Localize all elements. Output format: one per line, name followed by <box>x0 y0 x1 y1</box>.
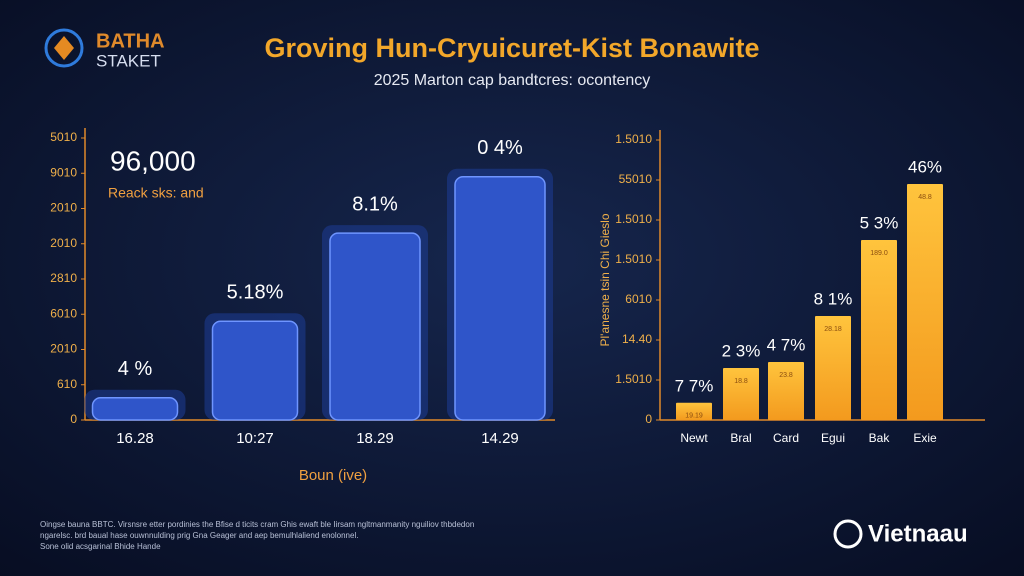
y-tick-label: 6010 <box>50 306 77 320</box>
bar <box>768 362 804 420</box>
y-tick-label: 1.5010 <box>615 132 652 146</box>
value-label: 8 1% <box>814 289 853 308</box>
x-tick-label: Egui <box>821 431 845 445</box>
inner-label: 189.0 <box>870 250 888 257</box>
y-tick-label: 0 <box>70 412 77 426</box>
y-tick-label: 6010 <box>625 292 652 306</box>
y-tick-label: 5010 <box>50 130 77 144</box>
subtitle: 2025 Marton cap bandtcres: ocontency <box>374 72 651 89</box>
value-label: 8.1% <box>352 193 398 215</box>
bar <box>329 232 421 421</box>
value-label: 7 7% <box>675 376 714 395</box>
value-label: 5.18% <box>227 282 284 304</box>
y-tick-label: 0 <box>645 412 652 426</box>
value-label: 46% <box>908 157 942 176</box>
inner-label: 23.8 <box>779 372 793 379</box>
x-tick-label: Card <box>773 431 799 445</box>
value-label: 4 % <box>118 358 153 380</box>
logo-text: BATHA <box>96 30 165 52</box>
y-tick-label: 14.40 <box>622 332 652 346</box>
footnote: Oingse bauna BBTC. Virsnsre etter pordin… <box>40 520 474 529</box>
bar <box>91 397 179 421</box>
x-tick-label: Bral <box>730 431 751 445</box>
inner-label: 28.18 <box>824 326 842 333</box>
value-label: 0 4% <box>477 137 523 159</box>
bar <box>815 316 851 420</box>
inner-label: 18.8 <box>734 378 748 385</box>
footnote: ngarelsc. brd baual hase ouwnnulding pri… <box>40 531 358 540</box>
bar <box>211 320 299 421</box>
x-tick-label: 16.28 <box>116 430 154 447</box>
x-axis-label: Boun (ive) <box>299 467 367 484</box>
value-label: 5 3% <box>860 213 899 232</box>
value-label: 2 3% <box>722 341 761 360</box>
x-tick-label: 10:27 <box>236 430 274 447</box>
logo-mark <box>54 36 74 60</box>
value-label: 4 7% <box>767 335 806 354</box>
y-tick-label: 1.5010 <box>615 212 652 226</box>
annotation-note: Reack sks: and <box>108 185 204 201</box>
y-tick-label: 1.5010 <box>615 372 652 386</box>
y-tick-label: 2010 <box>50 342 77 356</box>
y-tick-label: 2810 <box>50 271 77 285</box>
x-tick-label: Newt <box>680 431 708 445</box>
bar <box>861 240 897 420</box>
title: Groving Hun-Cryuicuret-Kist Bonawite <box>264 33 759 63</box>
bar <box>723 368 759 420</box>
footnote: Sone olid acsgarinal Bhide Hande <box>40 542 161 551</box>
y-tick-label: 9010 <box>50 165 77 179</box>
bar <box>454 176 546 421</box>
inner-label: 19.19 <box>685 413 703 420</box>
x-tick-label: 18.29 <box>356 430 394 447</box>
bar <box>676 402 712 420</box>
annotation: 96,000 <box>110 145 196 176</box>
inner-label: 48.8 <box>918 194 932 201</box>
logo-icon <box>44 28 84 68</box>
x-tick-label: Bak <box>869 431 891 445</box>
y-tick-label: 2010 <box>50 236 77 250</box>
y-tick-label: 610 <box>57 377 77 391</box>
y-axis-label: Pl'anesne tsin Chi Gieslo <box>598 213 612 346</box>
x-tick-label: 14.29 <box>481 430 519 447</box>
y-tick-label: 55010 <box>619 172 653 186</box>
logo-text: STAKET <box>96 51 161 70</box>
brand: Vietnaau <box>868 520 968 547</box>
brand-icon <box>833 519 863 549</box>
x-tick-label: Exie <box>913 431 937 445</box>
y-tick-label: 2010 <box>50 201 77 215</box>
y-tick-label: 1.5010 <box>615 252 652 266</box>
bar <box>907 184 943 420</box>
